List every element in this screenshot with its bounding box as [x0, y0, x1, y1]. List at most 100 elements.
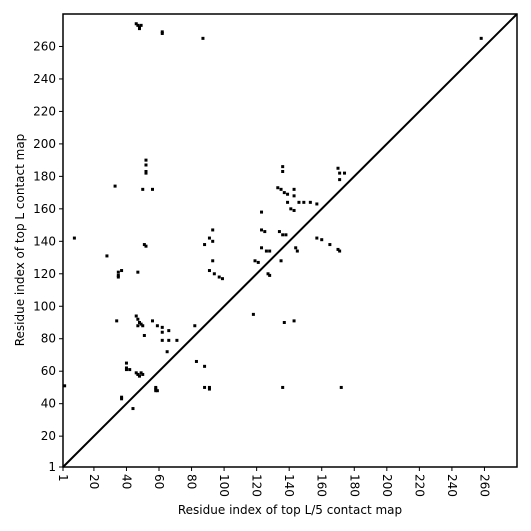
contact-point	[277, 230, 281, 234]
contact-point	[201, 36, 205, 40]
y-tick-label: 140	[33, 234, 56, 248]
contact-point	[141, 372, 145, 376]
contact-point	[263, 230, 267, 234]
contact-point	[297, 200, 301, 204]
contact-point	[207, 269, 211, 273]
contact-point	[144, 169, 148, 173]
y-tick-label: 1	[48, 460, 56, 474]
contact-point	[207, 385, 211, 389]
contact-point	[281, 385, 285, 389]
contact-point	[203, 364, 207, 368]
y-tick-label: 40	[41, 397, 56, 411]
contact-point	[124, 366, 128, 370]
contact-point	[193, 324, 197, 328]
contact-point	[116, 273, 120, 277]
contact-point	[194, 359, 198, 363]
contact-point	[120, 397, 124, 401]
contact-point	[150, 187, 154, 191]
x-tick-label: 140	[282, 474, 296, 497]
contact-point	[137, 27, 141, 31]
contact-point	[116, 275, 120, 279]
contact-point	[141, 187, 145, 191]
contact-point	[167, 338, 171, 342]
contact-point	[211, 259, 215, 263]
contact-point	[282, 191, 286, 195]
contact-point	[134, 314, 138, 318]
contact-point	[479, 36, 483, 40]
contact-point	[115, 319, 119, 323]
contact-point	[72, 236, 76, 240]
x-tick-label: 60	[152, 474, 166, 489]
contact-point	[276, 186, 280, 190]
y-tick-label: 220	[33, 104, 56, 118]
contact-point	[211, 228, 215, 232]
contact-point	[137, 374, 141, 378]
contact-point	[282, 320, 286, 324]
contact-point	[281, 165, 285, 169]
contact-point	[155, 324, 159, 328]
contact-point	[212, 272, 216, 276]
contact-point	[136, 372, 140, 376]
contact-point	[116, 270, 120, 274]
contact-point	[315, 236, 319, 240]
y-tick-label: 180	[33, 169, 56, 183]
plot-frame	[62, 13, 518, 468]
contact-point	[134, 22, 138, 26]
contact-point	[139, 371, 143, 375]
x-tick-label: 20	[87, 474, 101, 489]
y-tick-label: 100	[33, 299, 56, 313]
x-tick-label: 40	[119, 474, 133, 489]
contact-point	[207, 387, 211, 391]
contact-point	[175, 338, 179, 342]
contact-point	[253, 259, 257, 263]
contact-point	[302, 200, 306, 204]
x-tick-label: 80	[185, 474, 199, 489]
contact-point	[266, 272, 270, 276]
contact-point	[144, 163, 148, 167]
contact-point	[105, 254, 109, 258]
contact-point	[154, 389, 158, 393]
contact-point	[137, 320, 141, 324]
contact-point	[292, 208, 296, 212]
contact-point	[281, 169, 285, 173]
contact-point	[144, 244, 148, 248]
contact-point	[217, 275, 221, 279]
contact-point	[124, 361, 128, 365]
y-tick-label: 120	[33, 267, 56, 281]
y-axis-label: Residue index of top L contact map	[13, 134, 27, 347]
contact-point	[292, 194, 296, 198]
contact-point	[136, 324, 140, 328]
contact-point	[343, 171, 347, 175]
contact-point	[295, 249, 299, 253]
x-tick-label: 200	[380, 474, 394, 497]
y-tick-label: 20	[41, 429, 56, 443]
contact-point	[315, 202, 319, 206]
contact-point	[136, 317, 140, 321]
contact-point	[338, 178, 342, 182]
contact-point	[136, 270, 140, 274]
contact-point	[286, 200, 290, 204]
contact-point	[279, 259, 283, 263]
contact-point	[160, 330, 164, 334]
contact-point	[260, 246, 264, 250]
contact-point	[160, 338, 164, 342]
contact-point	[286, 192, 290, 196]
x-tick-label: 220	[412, 474, 426, 497]
y-tick-label: 160	[33, 202, 56, 216]
contact-point	[150, 319, 154, 323]
contact-point	[279, 187, 283, 191]
contact-point	[113, 184, 117, 188]
y-tick-label: 80	[41, 332, 56, 346]
contact-point	[207, 236, 211, 240]
contact-point	[134, 371, 138, 375]
contact-point	[131, 407, 135, 411]
contact-point	[137, 25, 141, 29]
contact-point	[328, 243, 332, 247]
contact-point	[338, 171, 342, 175]
contact-point	[203, 385, 207, 389]
contact-point	[203, 243, 207, 247]
contact-point	[128, 368, 132, 372]
contact-point	[139, 322, 143, 326]
contact-point	[264, 249, 268, 253]
